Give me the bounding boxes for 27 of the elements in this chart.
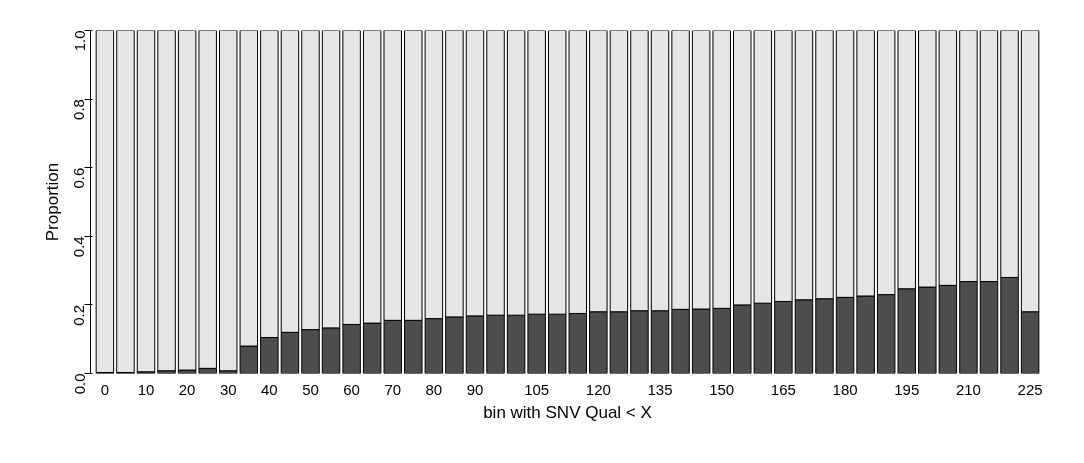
- y-tick-label: 0.2: [70, 304, 88, 326]
- x-tick-label: 70: [384, 380, 402, 398]
- x-tick-label: 40: [261, 380, 278, 398]
- x-tick-label: 80: [425, 380, 443, 398]
- x-tick-label: 90: [466, 380, 484, 398]
- x-tick-label: 50: [302, 380, 319, 398]
- y-tick-label: 0.6: [70, 167, 88, 189]
- x-tick-label: 225: [1017, 380, 1043, 398]
- x-axis-title: bin with SNV Qual < X: [483, 402, 652, 422]
- x-tick-label: 30: [219, 380, 237, 398]
- x-tick-label: 105: [524, 380, 550, 398]
- y-tick-label: 0.8: [70, 99, 88, 120]
- y-tick-label: 1.0: [70, 30, 88, 52]
- x-tick-label: 0: [100, 380, 110, 398]
- y-axis-title: Proportion: [42, 162, 62, 242]
- x-tick-label: 165: [770, 380, 796, 398]
- x-tick-label: 195: [894, 380, 920, 398]
- x-tick-label: 210: [955, 380, 981, 398]
- x-tick-label: 20: [178, 380, 196, 398]
- x-tick-label: 10: [137, 380, 155, 398]
- x-tick-label: 120: [585, 380, 611, 398]
- x-tick-label: 180: [832, 380, 858, 398]
- y-tick-label: 0.4: [70, 236, 88, 258]
- x-tick-label: 135: [647, 380, 673, 398]
- y-tick-label: 0.0: [70, 373, 88, 395]
- x-tick-label: 60: [343, 380, 360, 398]
- x-tick-label: 150: [709, 380, 735, 398]
